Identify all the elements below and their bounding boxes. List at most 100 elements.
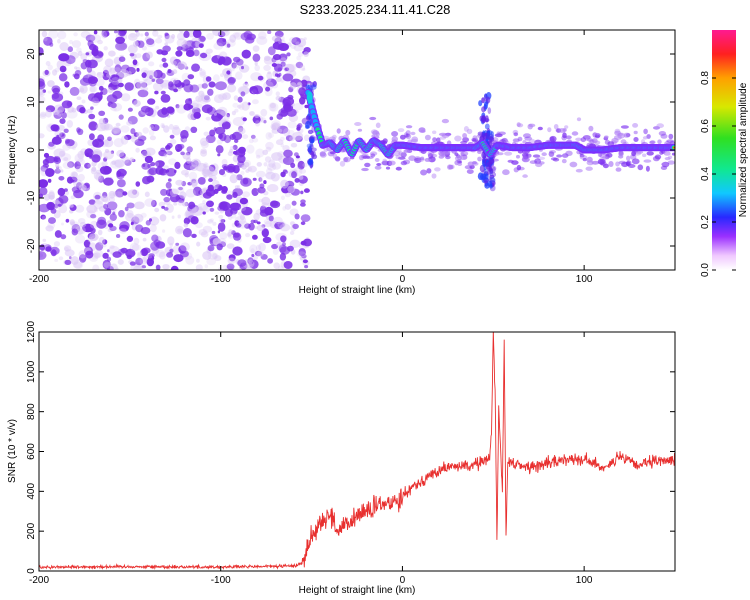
noise-speckle — [98, 118, 105, 125]
noise-speckle — [101, 30, 109, 38]
noise-speckle — [257, 186, 266, 194]
noise-speckle — [104, 58, 114, 67]
noise-speckle — [84, 162, 91, 169]
ridge-halo — [397, 128, 405, 133]
ridge-smear — [486, 165, 493, 172]
noise-speckle — [182, 202, 188, 207]
noise-speckle — [164, 33, 170, 40]
noise-speckle — [126, 202, 135, 209]
ridge-halo — [668, 155, 673, 159]
ridge-smear — [479, 164, 485, 173]
noise-speckle — [199, 137, 209, 146]
noise-speckle — [260, 108, 268, 117]
colorbar-gradient — [712, 30, 736, 270]
x-tick-label: -200 — [29, 575, 49, 586]
noise-speckle — [76, 158, 86, 166]
noise-speckle — [133, 100, 141, 107]
noise-speckle — [75, 165, 84, 173]
noise-speckle — [239, 197, 248, 205]
noise-speckle — [43, 152, 50, 158]
noise-speckle — [179, 242, 190, 252]
noise-speckle — [296, 126, 301, 131]
noise-speckle — [45, 105, 56, 113]
noise-speckle — [124, 82, 134, 91]
noise-speckle — [86, 108, 93, 114]
noise-speckle — [64, 259, 72, 265]
noise-speckle — [58, 256, 64, 261]
noise-speckle — [282, 170, 289, 174]
noise-speckle — [255, 170, 266, 178]
noise-speckle — [116, 234, 121, 238]
noise-speckle — [150, 162, 156, 167]
noise-speckle — [126, 120, 133, 126]
noise-speckle — [107, 219, 114, 224]
noise-speckle — [173, 254, 184, 263]
noise-speckle — [95, 123, 107, 132]
noise-speckle — [103, 46, 108, 51]
noise-speckle — [200, 150, 208, 157]
noise-speckle — [286, 245, 294, 252]
ridge-halo — [502, 169, 510, 176]
noise-speckle — [83, 239, 91, 248]
noise-speckle — [146, 51, 153, 59]
noise-speckle — [67, 46, 74, 53]
noise-speckle — [69, 176, 78, 183]
noise-speckle — [192, 30, 202, 38]
ridge-halo — [454, 155, 462, 161]
noise-speckle — [118, 56, 126, 62]
noise-speckle — [163, 196, 171, 203]
ridge-halo — [357, 128, 363, 132]
noise-speckle — [181, 169, 189, 176]
noise-speckle — [136, 252, 142, 259]
noise-speckle — [224, 208, 233, 217]
colorbar-tick-label: 0.4 — [700, 167, 711, 181]
noise-speckle — [161, 124, 165, 129]
noise-speckle — [224, 73, 229, 79]
noise-speckle — [137, 40, 145, 48]
noise-speckle — [277, 128, 283, 133]
noise-speckle — [207, 184, 214, 192]
noise-speckle — [114, 64, 122, 73]
snr-panel: -200 -100 0 100 0 200 400 600 800 1000 1200 Heigh… — [7, 320, 676, 596]
noise-speckle — [66, 120, 74, 128]
noise-speckle — [94, 194, 101, 200]
noise-speckle — [227, 231, 232, 238]
noise-speckle — [70, 256, 79, 265]
ridge-halo — [497, 152, 504, 156]
noise-speckle — [135, 257, 144, 266]
ridge-halo — [454, 152, 459, 156]
noise-speckle — [297, 52, 304, 57]
noise-speckle — [50, 249, 57, 257]
ridge-halo — [643, 159, 652, 163]
ridge-halo — [516, 122, 521, 127]
noise-speckle — [292, 223, 299, 230]
noise-speckle — [163, 153, 168, 158]
noise-speckle — [200, 52, 208, 59]
noise-speckle — [101, 160, 108, 167]
noise-speckle — [188, 201, 196, 210]
noise-speckle — [269, 116, 274, 121]
noise-speckle — [144, 31, 149, 37]
ridge-smear — [486, 161, 493, 167]
noise-speckle — [63, 128, 69, 133]
noise-speckle — [258, 242, 266, 252]
ridge-halo — [663, 151, 671, 156]
noise-speckle — [203, 162, 209, 168]
ridge-smear — [307, 158, 312, 167]
ridge-halo — [343, 157, 349, 163]
noise-speckle — [205, 76, 212, 82]
noise-speckle — [303, 134, 310, 142]
noise-speckle — [257, 75, 264, 81]
ridge-halo — [403, 149, 410, 153]
noise-speckle — [51, 93, 64, 102]
ridge-halo — [460, 151, 469, 157]
noise-speckle — [275, 139, 284, 146]
noise-speckle — [189, 178, 199, 187]
noise-speckle — [98, 175, 105, 183]
noise-speckle — [256, 36, 268, 45]
noise-speckle — [171, 215, 175, 219]
noise-speckle — [237, 211, 243, 216]
ridge-halo — [432, 130, 437, 135]
noise-speckle — [57, 30, 67, 40]
noise-speckle — [39, 251, 47, 260]
